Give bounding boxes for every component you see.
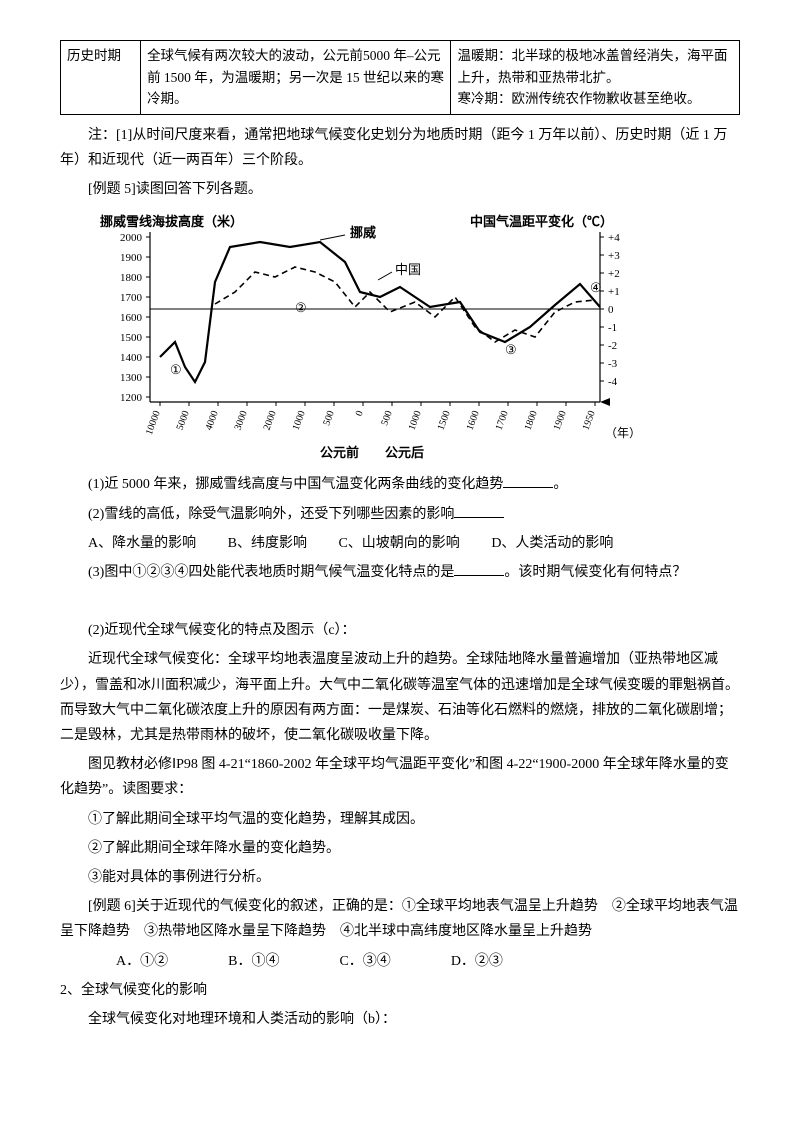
example6-text: [例题 6]关于近现代的气候变化的叙述，正确的是：①全球平均地表气温呈上升趋势 …	[60, 894, 740, 944]
opt-a: A、降水量的影响	[88, 536, 196, 551]
svg-text:1000: 1000	[407, 410, 424, 433]
q3-text-b: 。该时期气候变化有何特点？	[504, 565, 686, 580]
china-curve	[215, 267, 595, 342]
heading-2-sub: 全球气候变化对地理环境和人类活动的影响（b）：	[60, 1007, 740, 1032]
x-left-label: 公元前	[320, 445, 359, 460]
snowline-temp-chart: 挪威雪线海拔高度（米） 中国气温距平变化（℃） 2000 1900 1800 1700…	[90, 212, 650, 462]
q3-blank[interactable]	[454, 561, 504, 576]
para-textbook-ref: 图见教材必修ⅠP98 图 4-21“1860-2002 年全球平均气温距平变化”…	[60, 752, 740, 802]
svg-text:③: ③	[505, 342, 517, 357]
q1-blank[interactable]	[503, 473, 553, 488]
svg-text:+2: +2	[608, 268, 620, 280]
x-right-label: 公元后	[385, 445, 424, 460]
ex6-opt-a: A．①②	[116, 949, 168, 974]
note-text: 注：[1]从时间尺度来看，通常把地球气候变化史划分为地质时期（距今 1 万年以前…	[60, 123, 740, 173]
svg-text:1900: 1900	[120, 252, 143, 264]
svg-text:1500: 1500	[120, 332, 143, 344]
q3-text-a: (3)图中①②③④四处能代表地质时期气候气温变化特点的是	[88, 565, 454, 580]
left-axis: 2000 1900 1800 1700 1600 1500 1400 1300 1200	[120, 232, 150, 404]
history-table: 历史时期 全球气候有两次较大的波动，公元前5000 年–公元前 1500 年，为…	[60, 40, 740, 115]
example5-title: [例题 5]读图回答下列各题。	[60, 177, 740, 202]
para-modern-climate: 近现代全球气候变化：全球平均地表温度呈波动上升的趋势。全球陆地降水量普遍增加（亚…	[60, 647, 740, 748]
q1-end: 。	[553, 477, 567, 492]
section2-title: (2)近现代全球气候变化的特点及图示（c）：	[60, 618, 740, 643]
svg-text:1700: 1700	[120, 292, 143, 304]
svg-text:-2: -2	[608, 340, 617, 352]
q2-text: (2)雪线的高低，除受气温影响外，还受下列哪些因素的影响	[88, 507, 454, 522]
ex6-opt-c: C．③④	[339, 949, 390, 974]
svg-text:+3: +3	[608, 250, 620, 262]
svg-text:1600: 1600	[465, 410, 482, 433]
q2-options: A、降水量的影响 B、纬度影响 C、山坡朝向的影响 D、人类活动的影响	[60, 531, 740, 556]
bullet-2: ②了解此期间全球年降水量的变化趋势。	[60, 836, 740, 861]
legend-china: 中国	[395, 262, 421, 277]
svg-text:0: 0	[354, 410, 366, 418]
ex6-opt-d: D．②③	[451, 949, 503, 974]
left-axis-title: 挪威雪线海拔高度（米）	[100, 214, 243, 229]
right-axis-title: 中国气温距平变化（℃）	[470, 214, 613, 229]
cell-effect: 温暖期：北半球的极地冰盖曾经消失，海平面上升，热带和亚热带北扩。 寒冷期：欧洲传…	[451, 41, 740, 115]
heading-2: 2、全球气候变化的影响	[60, 978, 740, 1003]
svg-text:1300: 1300	[120, 372, 143, 384]
bullet-1: ①了解此期间全球平均气温的变化趋势，理解其成因。	[60, 807, 740, 832]
table-row: 历史时期 全球气候有两次较大的波动，公元前5000 年–公元前 1500 年，为…	[61, 41, 740, 115]
bullet-3: ③能对具体的事例进行分析。	[60, 865, 740, 890]
svg-text:1600: 1600	[120, 312, 143, 324]
chart-container: 挪威雪线海拔高度（米） 中国气温距平变化（℃） 2000 1900 1800 1700…	[90, 212, 650, 462]
svg-text:1700: 1700	[494, 410, 511, 433]
opt-c: C、山坡朝向的影响	[338, 536, 459, 551]
svg-text:2000: 2000	[120, 232, 143, 244]
svg-text:5000: 5000	[175, 410, 192, 433]
svg-text:1400: 1400	[120, 352, 143, 364]
svg-text:①: ①	[170, 362, 182, 377]
svg-text:1000: 1000	[291, 410, 308, 433]
svg-text:④: ④	[590, 280, 602, 295]
cell-period: 历史时期	[61, 41, 141, 115]
svg-text:1800: 1800	[523, 410, 540, 433]
svg-text:500: 500	[321, 410, 336, 428]
opt-d: D、人类活动的影响	[491, 536, 613, 551]
svg-text:-4: -4	[608, 376, 618, 388]
svg-text:0: 0	[608, 304, 614, 316]
question-2: (2)雪线的高低，除受气温影响外，还受下列哪些因素的影响	[60, 502, 740, 527]
q1-text: (1)近 5000 年来，挪威雪线高度与中国气温变化两条曲线的变化趋势	[88, 477, 503, 492]
question-1: (1)近 5000 年来，挪威雪线高度与中国气温变化两条曲线的变化趋势 。	[60, 472, 740, 497]
svg-text:10000: 10000	[144, 410, 163, 437]
svg-text:1500: 1500	[436, 410, 453, 433]
svg-text:1800: 1800	[120, 272, 143, 284]
example6-options: A．①② B．①④ C．③④ D．②③	[60, 949, 740, 974]
right-axis: +4 +3 +2 +1 0 -1 -2 -3 -4	[600, 232, 620, 402]
svg-text:-1: -1	[608, 322, 617, 334]
svg-text:1950: 1950	[581, 410, 598, 433]
q2-blank[interactable]	[454, 503, 504, 518]
x-unit: （年）	[605, 426, 641, 440]
svg-text:2000: 2000	[262, 410, 279, 433]
x-axis: 1000050004000300020001000500050010001500…	[144, 402, 598, 437]
svg-text:4000: 4000	[204, 410, 221, 433]
svg-text:3000: 3000	[233, 410, 250, 433]
svg-text:1900: 1900	[552, 410, 569, 433]
svg-text:+1: +1	[608, 286, 620, 298]
svg-text:+4: +4	[608, 232, 620, 244]
cell-desc: 全球气候有两次较大的波动，公元前5000 年–公元前 1500 年，为温暖期；另…	[141, 41, 451, 115]
ex6-opt-b: B．①④	[228, 949, 279, 974]
svg-text:1200: 1200	[120, 392, 143, 404]
legend-norway: 挪威	[350, 225, 376, 240]
opt-b: B、纬度影响	[228, 536, 307, 551]
norway-curve	[160, 242, 600, 382]
svg-text:500: 500	[379, 410, 394, 428]
question-3: (3)图中①②③④四处能代表地质时期气候气温变化特点的是 。该时期气候变化有何特点…	[60, 560, 740, 585]
x-arrow	[600, 398, 610, 406]
svg-text:②: ②	[295, 300, 307, 315]
svg-text:-3: -3	[608, 358, 618, 370]
